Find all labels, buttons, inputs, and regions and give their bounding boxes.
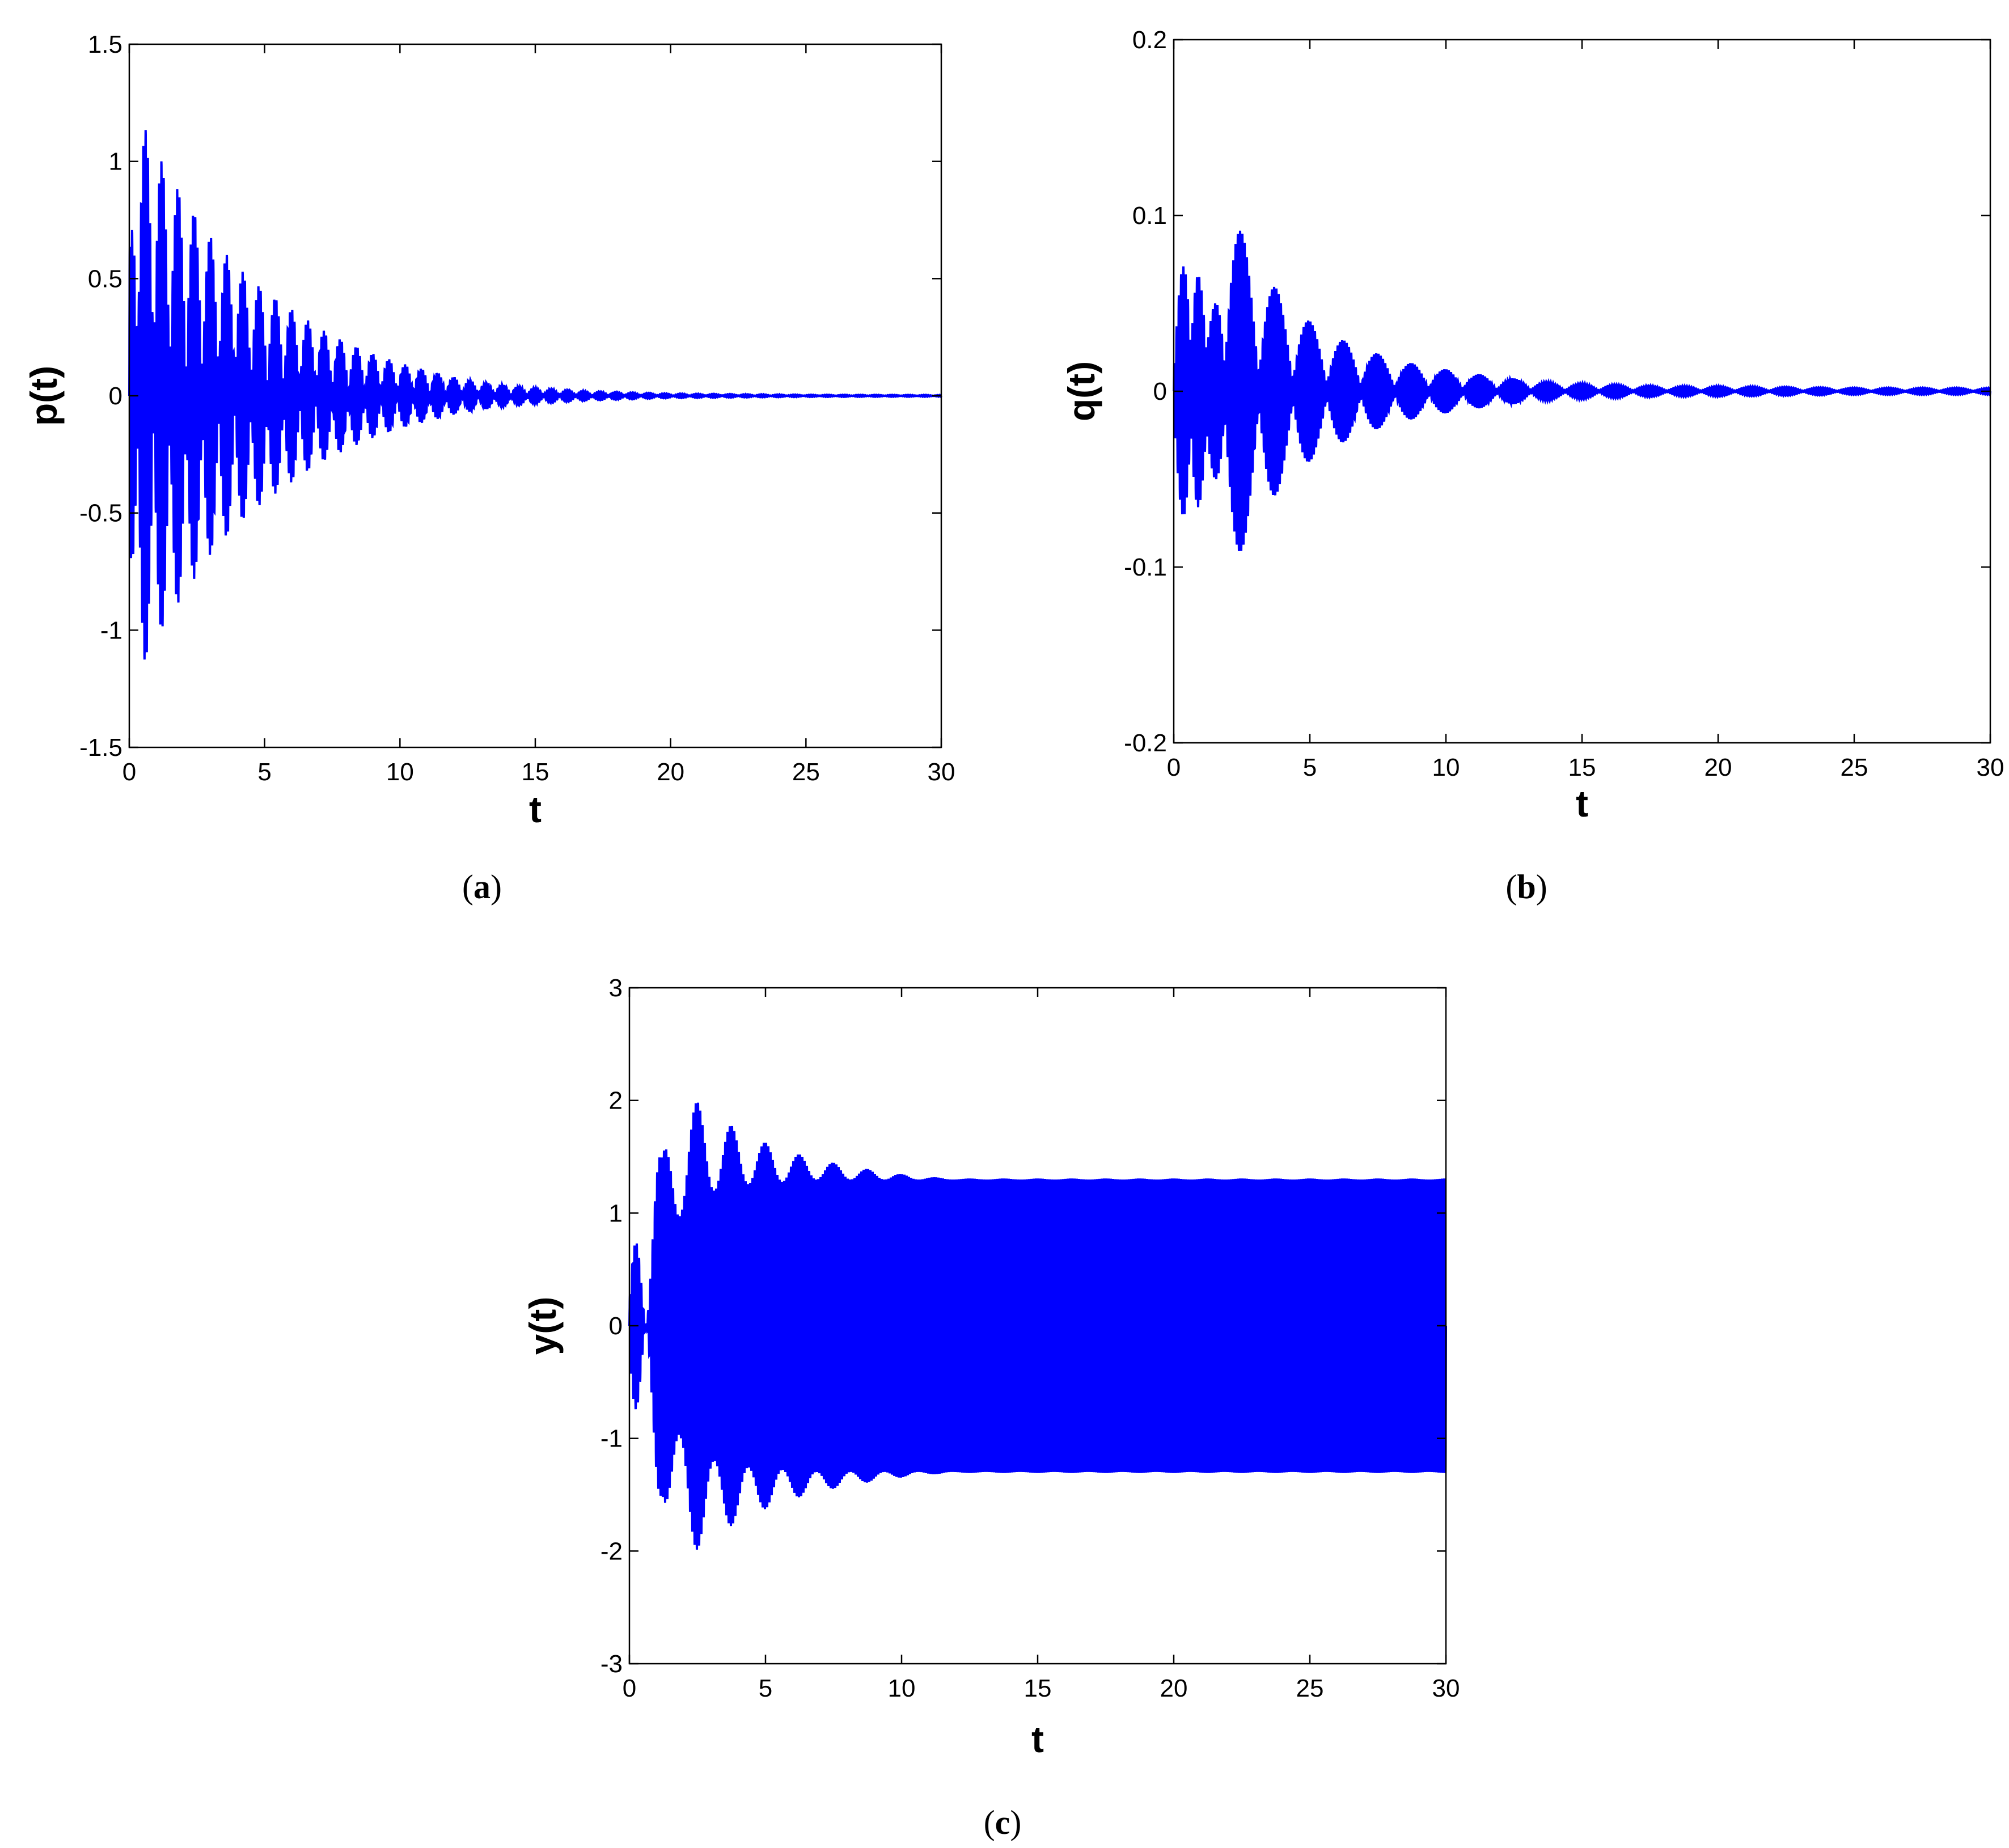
y-axis-label-c: y(t) <box>522 1297 564 1355</box>
x-tick-label-c: 20 <box>1160 1674 1188 1702</box>
x-tick-label-a: 20 <box>657 758 684 786</box>
caption-a-letter: a <box>473 868 490 906</box>
caption-b-letter: b <box>1517 868 1536 906</box>
series-line-a <box>128 130 942 660</box>
x-tick-label-b: 25 <box>1841 754 1868 781</box>
y-tick-label-c: 3 <box>609 974 623 1002</box>
y-tick-label-c: 0 <box>609 1312 623 1340</box>
y-axis-label-a: p(t) <box>23 366 65 426</box>
x-tick-label-c: 15 <box>1024 1674 1052 1702</box>
chart-b: 0 5 10 15 20 25 30 -0.2 -0.1 0 0.1 0.2 t q(t) <box>1060 26 2004 824</box>
y-tick-label-c: 2 <box>609 1087 623 1115</box>
x-tick-label-a: 5 <box>257 758 271 786</box>
series-line-b <box>1173 230 1991 551</box>
x-tick-label-c: 0 <box>623 1674 636 1702</box>
caption-a: (a) <box>462 868 502 906</box>
caption-b: (b) <box>1505 868 1547 906</box>
x-axis-label-c: t <box>1031 1718 1044 1760</box>
x-axis-label-b: t <box>1576 783 1588 824</box>
caption-c-letter: c <box>995 1804 1010 1841</box>
y-tick-label-a: 1 <box>109 148 122 176</box>
y-tick-label-a: -1.5 <box>79 734 122 762</box>
x-axis-label-a: t <box>529 788 542 830</box>
y-tick-label-b: 0.2 <box>1132 26 1167 54</box>
y-tick-label-b: 0.1 <box>1132 202 1167 230</box>
chart-c: 0 5 10 15 20 25 30 -3 -2 -1 0 1 2 3 t y(t) <box>522 974 1460 1760</box>
x-tick-label-c: 25 <box>1296 1674 1324 1702</box>
x-tick-label-a: 0 <box>122 758 136 786</box>
x-tick-label-b: 5 <box>1303 754 1317 781</box>
y-tick-label-a: 0 <box>109 382 122 410</box>
x-tick-label-a: 25 <box>792 758 820 786</box>
chart-a: 0 5 10 15 20 25 30 -1.5 -1 -0.5 0 0.5 1 1.5 t p(t) <box>23 31 955 830</box>
x-tick-label-b: 0 <box>1167 754 1181 781</box>
y-tick-label-b: -0.2 <box>1124 729 1167 757</box>
y-tick-label-a: -1 <box>100 616 122 644</box>
x-tick-label-b: 15 <box>1568 754 1596 781</box>
x-tick-label-a: 10 <box>386 758 414 786</box>
y-tick-label-a: 0.5 <box>88 265 122 293</box>
y-tick-label-b: -0.1 <box>1124 553 1167 581</box>
x-tick-label-b: 30 <box>1977 754 2004 781</box>
y-tick-label-b: 0 <box>1153 378 1167 405</box>
x-tick-label-c: 30 <box>1432 1674 1460 1702</box>
y-tick-label-c: 1 <box>609 1199 623 1227</box>
y-tick-label-c: -2 <box>600 1537 623 1565</box>
x-tick-label-b: 10 <box>1432 754 1460 781</box>
x-tick-label-c: 10 <box>888 1674 916 1702</box>
y-tick-label-a: 1.5 <box>88 31 122 58</box>
caption-c: (c) <box>983 1804 1022 1841</box>
x-tick-label-a: 30 <box>928 758 955 786</box>
y-tick-label-a: -0.5 <box>79 500 122 527</box>
series-line-c <box>628 1102 1447 1550</box>
x-tick-label-a: 15 <box>522 758 549 786</box>
y-tick-label-c: -3 <box>600 1650 623 1678</box>
x-tick-label-b: 20 <box>1705 754 1732 781</box>
x-tick-label-c: 5 <box>759 1674 772 1702</box>
y-tick-label-c: -1 <box>600 1425 623 1453</box>
y-axis-label-b: q(t) <box>1060 361 1102 421</box>
